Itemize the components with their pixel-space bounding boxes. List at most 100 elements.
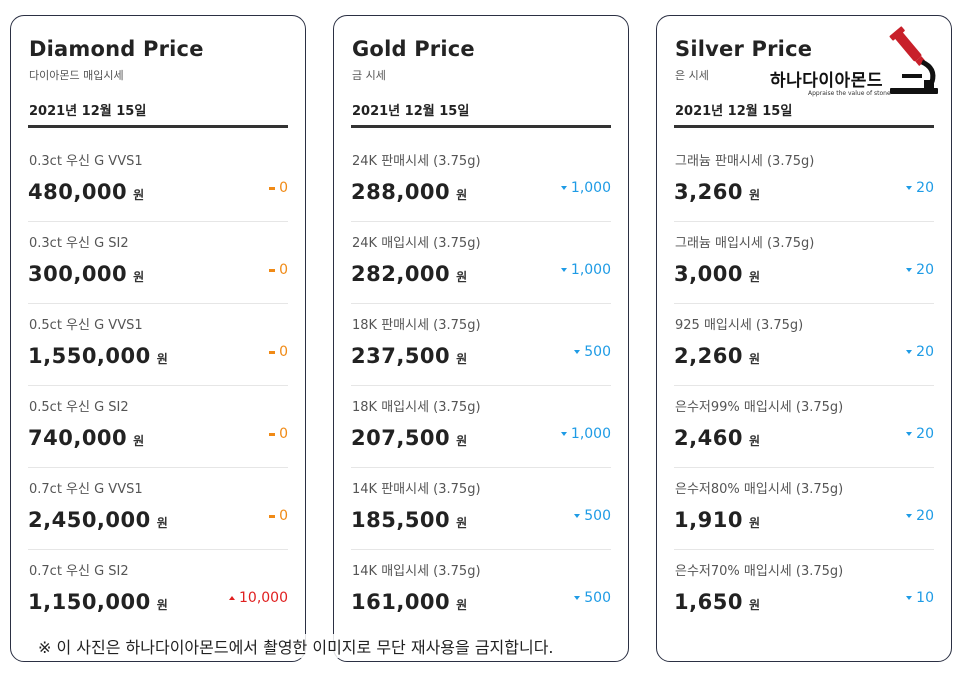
price-label: 은수저80% 매입시세 (3.75g) [675, 482, 844, 497]
price-value: 288,000 [351, 180, 451, 204]
change-value: 1,000 [570, 426, 611, 442]
price-change: 1,000 [560, 426, 611, 442]
price-row: 14K 매입시세 (3.75g) 161,000 원 500 [351, 550, 611, 632]
price-row: 925 매입시세 (3.75g) 2,260 원 20 [674, 304, 934, 386]
price-change: 20 [906, 180, 934, 196]
up-arrow-icon [229, 596, 235, 600]
price-value: 480,000 [28, 180, 128, 204]
price-unit: 원 [156, 352, 168, 366]
price-unit: 원 [456, 270, 468, 284]
price-value: 740,000 [28, 426, 128, 450]
price-value-wrap: 2,260 원 [674, 344, 760, 368]
price-row: 0.7ct 우신 G VVS1 2,450,000 원 0 [28, 468, 288, 550]
price-change: 0 [269, 344, 288, 360]
logo-tagline: Appraise the value of stone [808, 90, 891, 97]
price-value: 161,000 [351, 590, 451, 614]
price-unit: 원 [748, 598, 760, 612]
price-change: 1,000 [560, 262, 611, 278]
price-change: 0 [269, 180, 288, 196]
card-title: Gold Price [352, 37, 475, 61]
price-label: 0.3ct 우신 G SI2 [29, 236, 129, 251]
price-unit: 원 [133, 188, 145, 202]
down-arrow-icon [574, 514, 581, 518]
change-value: 1,000 [570, 262, 611, 278]
price-value-wrap: 185,500 원 [351, 508, 467, 532]
price-unit: 원 [133, 434, 145, 448]
down-arrow-icon [574, 596, 581, 600]
change-value: 500 [584, 508, 611, 524]
price-change: 0 [269, 508, 288, 524]
price-row: 그래늄 매입시세 (3.75g) 3,000 원 20 [674, 222, 934, 304]
change-value: 1,000 [570, 180, 611, 196]
change-value: 0 [279, 180, 288, 196]
flat-dash-icon [269, 268, 276, 272]
price-change: 500 [574, 590, 611, 606]
brand-logo: 하나다이아몬드 Appraise the value of stone [770, 22, 940, 100]
flat-dash-icon [269, 350, 276, 354]
price-row: 18K 판매시세 (3.75g) 237,500 원 500 [351, 304, 611, 386]
price-value: 282,000 [351, 262, 451, 286]
card-date: 2021년 12월 15일 [29, 104, 147, 119]
silver-price-card: Silver Price 은 시세 2021년 12월 15일 그래늄 판매시세… [656, 15, 952, 662]
price-list: 24K 판매시세 (3.75g) 288,000 원 1,000 24K 매입시세 (3… [351, 140, 611, 632]
card-title: Diamond Price [29, 37, 204, 61]
price-value: 2,450,000 [28, 508, 151, 532]
price-value-wrap: 480,000 원 [28, 180, 144, 204]
price-change: 1,000 [560, 180, 611, 196]
price-change: 10,000 [229, 590, 288, 606]
price-value-wrap: 300,000 원 [28, 262, 144, 286]
gold-price-card: Gold Price 금 시세 2021년 12월 15일 24K 판매시세 (… [333, 15, 629, 662]
card-divider [351, 125, 611, 128]
price-value: 3,260 [674, 180, 743, 204]
price-value-wrap: 237,500 원 [351, 344, 467, 368]
change-value: 20 [916, 508, 934, 524]
price-value: 1,150,000 [28, 590, 151, 614]
change-value: 10 [916, 590, 934, 606]
price-label: 18K 판매시세 (3.75g) [352, 318, 481, 333]
price-label: 0.7ct 우신 G VVS1 [29, 482, 143, 497]
price-value: 1,550,000 [28, 344, 151, 368]
price-row: 18K 매입시세 (3.75g) 207,500 원 1,000 [351, 386, 611, 468]
price-value-wrap: 1,550,000 원 [28, 344, 168, 368]
price-change: 10 [906, 590, 934, 606]
down-arrow-icon [906, 186, 913, 190]
price-label: 0.5ct 우신 G SI2 [29, 400, 129, 415]
price-value: 2,460 [674, 426, 743, 450]
microscope-icon [889, 26, 938, 94]
price-value-wrap: 1,910 원 [674, 508, 760, 532]
down-arrow-icon [906, 514, 913, 518]
price-unit: 원 [456, 352, 468, 366]
price-label: 은수저70% 매입시세 (3.75g) [675, 564, 844, 579]
price-unit: 원 [456, 434, 468, 448]
price-unit: 원 [748, 434, 760, 448]
card-subtitle: 은 시세 [675, 69, 709, 82]
price-value: 3,000 [674, 262, 743, 286]
price-label: 925 매입시세 (3.75g) [675, 318, 804, 333]
flat-dash-icon [269, 514, 276, 518]
price-label: 그래늄 매입시세 (3.75g) [675, 236, 815, 251]
logo-name: 하나다이아몬드 [770, 71, 883, 91]
price-change: 20 [906, 262, 934, 278]
change-value: 0 [279, 426, 288, 442]
price-row: 0.3ct 우신 G VVS1 480,000 원 0 [28, 140, 288, 222]
price-value-wrap: 1,150,000 원 [28, 590, 168, 614]
price-row: 24K 판매시세 (3.75g) 288,000 원 1,000 [351, 140, 611, 222]
price-value: 1,910 [674, 508, 743, 532]
price-label: 0.3ct 우신 G VVS1 [29, 154, 143, 169]
card-date: 2021년 12월 15일 [352, 104, 470, 119]
price-value: 207,500 [351, 426, 451, 450]
price-change: 20 [906, 508, 934, 524]
price-value-wrap: 3,260 원 [674, 180, 760, 204]
price-row: 은수저99% 매입시세 (3.75g) 2,460 원 20 [674, 386, 934, 468]
price-change: 0 [269, 426, 288, 442]
price-label: 24K 매입시세 (3.75g) [352, 236, 481, 251]
price-value-wrap: 207,500 원 [351, 426, 467, 450]
price-value-wrap: 288,000 원 [351, 180, 467, 204]
price-row: 그래늄 판매시세 (3.75g) 3,260 원 20 [674, 140, 934, 222]
price-label: 18K 매입시세 (3.75g) [352, 400, 481, 415]
price-value-wrap: 740,000 원 [28, 426, 144, 450]
price-unit: 원 [456, 598, 468, 612]
change-value: 20 [916, 180, 934, 196]
down-arrow-icon [906, 432, 913, 436]
down-arrow-icon [560, 268, 567, 272]
